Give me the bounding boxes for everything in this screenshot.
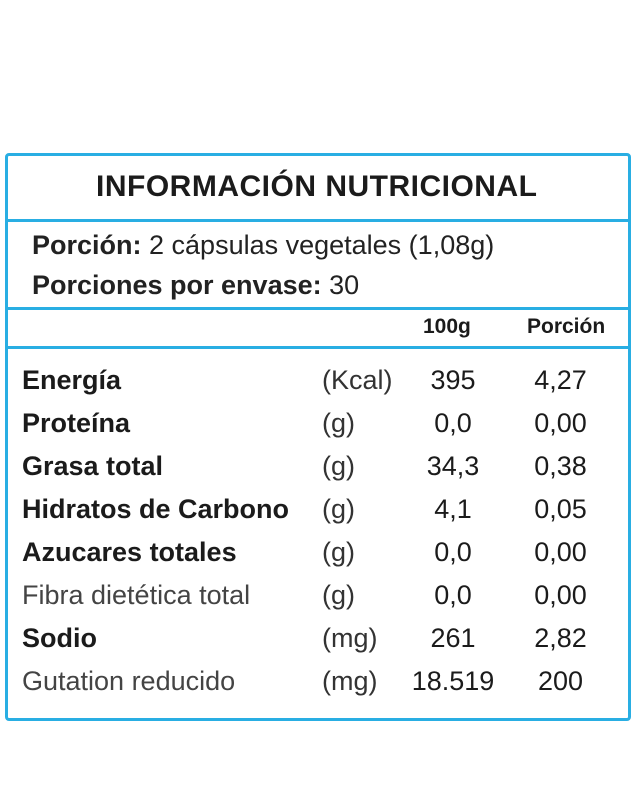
- nutrient-unit: (g): [322, 580, 355, 610]
- column-header-portion: Porción: [527, 315, 606, 338]
- nutrient-row-proteina: Proteína (g) 0,0 0,00: [8, 404, 628, 444]
- nutrient-row-gutation: Gutation reducido (mg) 18.519 200: [8, 662, 628, 702]
- column-header-row: 100g Porción: [8, 310, 628, 349]
- nutrient-name: Gutation reducido: [22, 666, 236, 696]
- nutrient-row-fibra: Fibra dietética total (g) 0,0 0,00: [8, 576, 628, 616]
- nutrient-value-100g: 0,0: [434, 537, 472, 567]
- nutrient-value-100g: 0,0: [434, 408, 472, 438]
- nutrient-value-portion: 0,00: [534, 580, 587, 610]
- nutrient-unit: (g): [322, 537, 355, 567]
- nutrient-value-portion: 200: [537, 666, 584, 696]
- nutrient-row-sodio: Sodio (mg) 261 2,82: [8, 619, 628, 659]
- nutrient-value-100g: 18.519: [411, 666, 495, 696]
- nutrient-row-hidratos: Hidratos de Carbono (g) 4,1 0,05: [8, 490, 628, 530]
- nutrient-row-azucares: Azucares totales (g) 0,0 0,00: [8, 533, 628, 573]
- servings-value: 30: [321, 270, 360, 300]
- nutrition-title: INFORMACIÓN NUTRICIONAL: [96, 170, 538, 203]
- nutrient-name: Grasa total: [22, 451, 164, 481]
- nutrient-value-portion: 4,27: [534, 365, 587, 395]
- nutrient-value-portion: 0,38: [534, 451, 587, 481]
- servings-label: Porciones por envase:: [32, 270, 322, 300]
- nutrient-name: Fibra dietética total: [22, 580, 251, 610]
- nutrient-value-100g: 0,0: [434, 580, 472, 610]
- nutrient-unit: (g): [322, 451, 355, 481]
- nutrient-unit: (g): [322, 408, 355, 438]
- nutrient-value-100g: 34,3: [426, 451, 480, 481]
- nutrient-unit: (Kcal): [322, 365, 393, 395]
- nutrient-row-grasa-total: Grasa total (g) 34,3 0,38: [8, 447, 628, 487]
- portion-value: 2 cápsulas vegetales (1,08g): [141, 230, 495, 260]
- nutrient-value-portion: 0,05: [534, 494, 587, 524]
- portion-label: Porción:: [32, 230, 142, 260]
- nutrient-value-portion: 2,82: [534, 623, 587, 653]
- serving-section: Porción: 2 cápsulas vegetales (1,08g) Po…: [8, 222, 628, 310]
- nutrient-unit: (g): [322, 494, 355, 524]
- nutrient-value-100g: 395: [430, 365, 476, 395]
- servings-per-container-line: Porciones por envase: 30: [32, 270, 359, 301]
- nutrient-value-portion: 0,00: [534, 408, 587, 438]
- nutrition-facts-panel: INFORMACIÓN NUTRICIONAL Porción: 2 cápsu…: [5, 153, 631, 721]
- nutrient-name: Energía: [22, 365, 122, 395]
- nutrient-name: Hidratos de Carbono: [22, 494, 290, 524]
- title-section: INFORMACIÓN NUTRICIONAL: [8, 156, 628, 222]
- nutrient-name: Proteína: [22, 408, 131, 438]
- column-header-100g: 100g: [423, 315, 471, 338]
- nutrient-value-portion: 0,00: [534, 537, 587, 567]
- portion-line: Porción: 2 cápsulas vegetales (1,08g): [32, 230, 494, 261]
- nutrient-value-100g: 261: [430, 623, 476, 653]
- nutrient-row-energia: Energía (Kcal) 395 4,27: [8, 361, 628, 401]
- nutrient-name: Sodio: [22, 623, 97, 653]
- nutrient-value-100g: 4,1: [434, 494, 472, 524]
- nutrient-name: Azucares totales: [22, 537, 237, 567]
- nutrient-unit: (mg): [322, 666, 378, 696]
- nutrient-unit: (mg): [322, 623, 378, 653]
